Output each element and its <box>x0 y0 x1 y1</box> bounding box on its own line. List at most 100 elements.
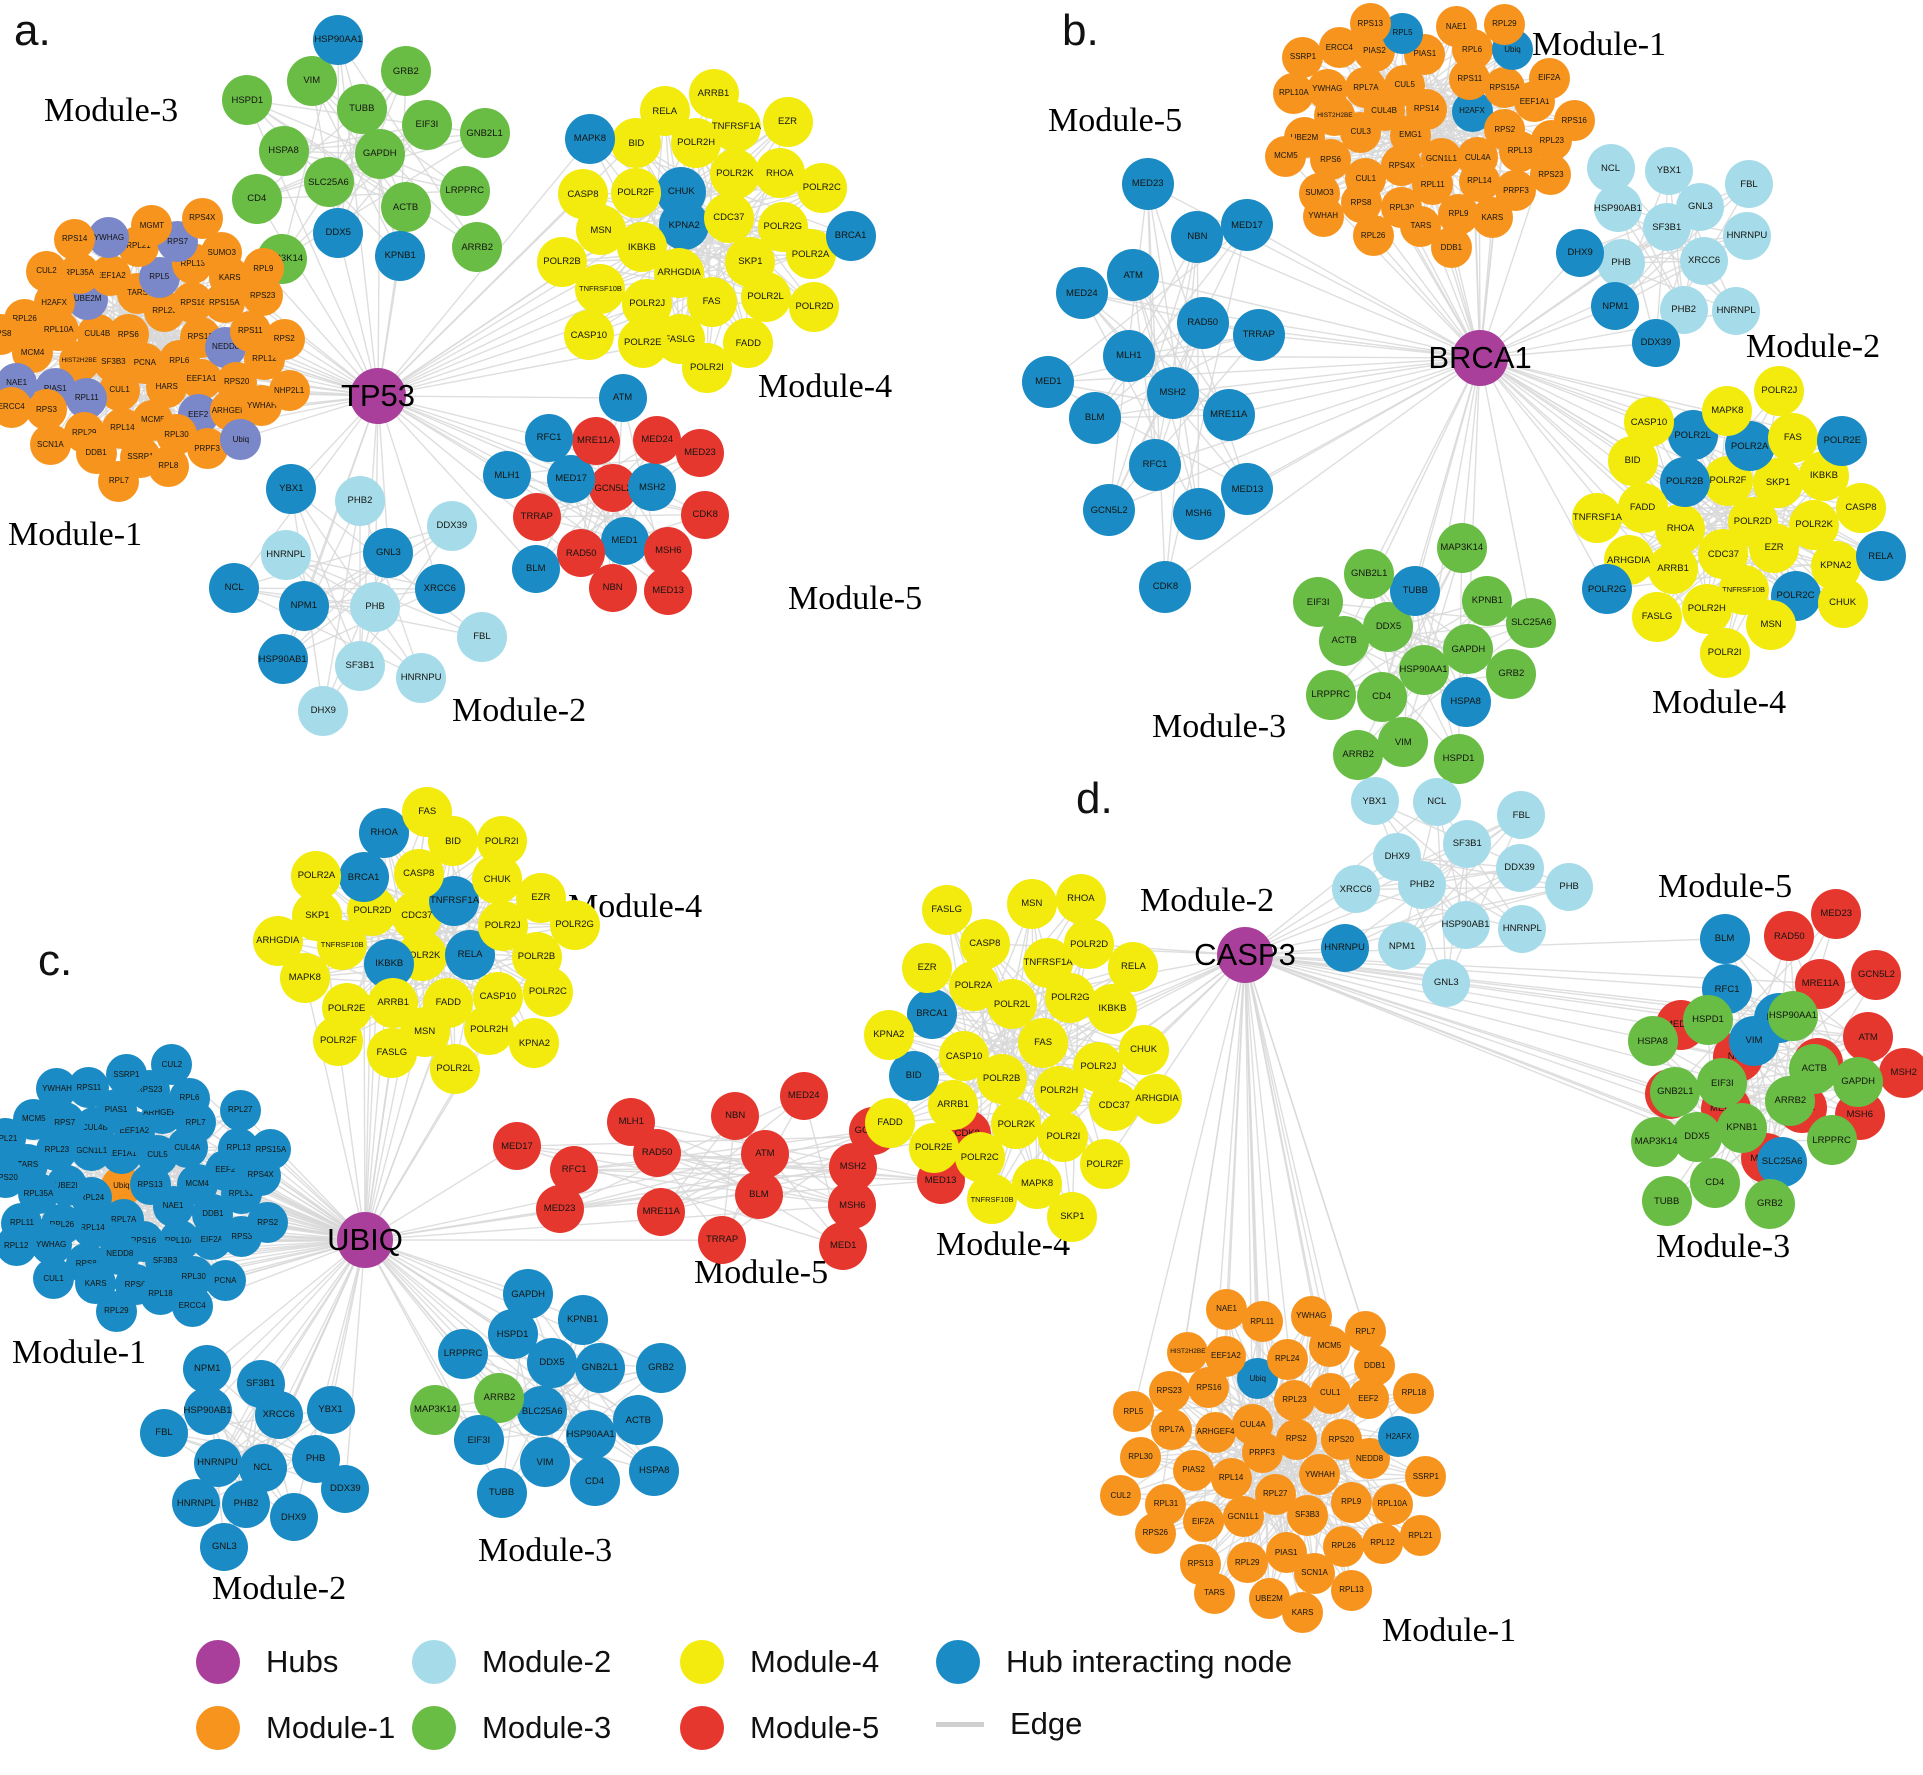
node-IKBKB: IKBKB <box>1087 983 1138 1034</box>
node-RELA: RELA <box>639 86 690 137</box>
node-HNRNPU: HNRNPU <box>1320 923 1369 972</box>
node-HSP90AB1: HSP90AB1 <box>184 1386 232 1435</box>
node-MED1: MED1 <box>819 1222 868 1271</box>
node-FASLG: FASLG <box>921 885 972 936</box>
node-FADD: FADD <box>1617 483 1668 534</box>
legend-label: Module-2 <box>482 1644 612 1679</box>
node-POLR2F: POLR2F <box>1079 1139 1130 1190</box>
node-GNL3: GNL3 <box>1422 958 1471 1007</box>
node-RFC1: RFC1 <box>525 414 574 463</box>
legend-label: Module-4 <box>750 1644 880 1679</box>
node-RPL24: RPL24 <box>1266 1338 1308 1380</box>
node-NPM1: NPM1 <box>183 1344 232 1393</box>
node-LRPPRC: LRPPRC <box>439 165 490 216</box>
node-ATM: ATM <box>740 1129 789 1178</box>
node-RPL12: RPL12 <box>0 1225 37 1267</box>
node-MSN: MSN <box>1006 879 1057 930</box>
node-POLR2F: POLR2F <box>610 167 661 218</box>
node-RPL21: RPL21 <box>1399 1515 1441 1557</box>
node-GRB2: GRB2 <box>380 46 431 97</box>
module-label: Module-1 <box>1382 1612 1517 1649</box>
node-YWHAG: YWHAG <box>88 217 130 259</box>
node-RPS16: RPS16 <box>1553 100 1595 142</box>
node-EZR: EZR <box>902 943 953 994</box>
node-SCN1A: SCN1A <box>1293 1552 1335 1594</box>
node-SSRP1: SSRP1 <box>1405 1456 1447 1498</box>
node-MAP3K14: MAP3K14 <box>1631 1116 1682 1167</box>
node-MAP3K14: MAP3K14 <box>410 1384 461 1435</box>
node-RPL14: RPL14 <box>1210 1457 1252 1499</box>
node-HSP90AB1: HSP90AB1 <box>1594 184 1642 233</box>
node-GNB2L1: GNB2L1 <box>1650 1067 1701 1118</box>
node-RPL18: RPL18 <box>1393 1372 1435 1414</box>
node-RPS23: RPS23 <box>1148 1370 1190 1412</box>
node-HNRNPU: HNRNPU <box>396 653 447 704</box>
node-RPS2: RPS2 <box>1275 1418 1317 1460</box>
node-CASP8: CASP8 <box>1835 482 1886 533</box>
node-POLR2E: POLR2E <box>1817 415 1868 466</box>
node-RPS23: RPS23 <box>1530 154 1572 196</box>
node-CUL2: CUL2 <box>25 250 67 292</box>
node-HSP90AA1: HSP90AA1 <box>1767 990 1818 1041</box>
node-POLR2C: POLR2C <box>954 1132 1005 1183</box>
node-HIST2H2BE: HIST2H2BE <box>1167 1331 1209 1373</box>
node-RPS15A: RPS15A <box>250 1129 292 1171</box>
node-MCM5: MCM5 <box>1265 135 1307 177</box>
node-SF3B1: SF3B1 <box>236 1359 285 1408</box>
node-GAPDH: GAPDH <box>354 129 405 179</box>
node-XRCC6: XRCC6 <box>414 563 465 614</box>
node-FBL: FBL <box>139 1408 188 1457</box>
node-DDX39: DDX39 <box>1631 319 1680 368</box>
legend-label: Edge <box>1010 1706 1083 1741</box>
node-CUL2: CUL2 <box>1100 1475 1142 1517</box>
node-NPM1: NPM1 <box>1591 282 1640 331</box>
hub-node-UBIQ <box>337 1212 393 1268</box>
node-POLR2I: POLR2I <box>476 816 527 867</box>
node-POLR2G: POLR2G <box>549 900 600 951</box>
node-MRE11A: MRE11A <box>571 417 620 466</box>
node-RPL8: RPL8 <box>147 445 189 487</box>
node-FAS: FAS <box>1018 1018 1069 1069</box>
legend-label: Module-1 <box>266 1710 396 1745</box>
node-RPS14: RPS14 <box>54 218 96 260</box>
node-RPL6: RPL6 <box>168 1077 210 1119</box>
node-NPM1: NPM1 <box>278 580 329 631</box>
node-NCL: NCL <box>209 563 260 614</box>
node-CASP10: CASP10 <box>939 1031 990 1082</box>
module-label: Module-4 <box>936 1226 1071 1263</box>
node-DHX9: DHX9 <box>269 1493 318 1542</box>
node-CD4: CD4 <box>231 173 282 224</box>
node-TRRAP: TRRAP <box>1232 308 1285 361</box>
node-RPS13: RPS13 <box>1349 3 1391 45</box>
node-DHX9: DHX9 <box>298 686 349 737</box>
node-NCL: NCL <box>1412 777 1461 826</box>
node-LRPPRC: LRPPRC <box>1806 1115 1857 1166</box>
legend-item-module-2: Module-2 <box>412 1640 611 1684</box>
node-Ubiq: Ubiq <box>220 419 262 461</box>
node-HNRNPL: HNRNPL <box>172 1479 221 1528</box>
node-SF3B1: SF3B1 <box>1443 820 1492 869</box>
node-CHUK: CHUK <box>1118 1025 1169 1076</box>
node-DDB1: DDB1 <box>1354 1345 1396 1387</box>
node-FASLG: FASLG <box>366 1027 417 1078</box>
node-POLR2K: POLR2K <box>709 149 760 200</box>
node-SKP1: SKP1 <box>1047 1192 1098 1243</box>
node-HNRNPU: HNRNPU <box>193 1439 242 1488</box>
node-DDB1: DDB1 <box>1430 227 1472 269</box>
node-HNRNPL: HNRNPL <box>1712 287 1761 336</box>
node-ARRB1: ARRB1 <box>928 1079 979 1130</box>
node-DHX9: DHX9 <box>1373 832 1422 881</box>
node-ERCC4: ERCC4 <box>1318 27 1360 69</box>
node-BLM: BLM <box>1068 391 1121 444</box>
node-POLR2J: POLR2J <box>1754 365 1805 416</box>
node-FBL: FBL <box>1497 791 1546 840</box>
node-RPL23: RPL23 <box>1273 1379 1315 1421</box>
node-RPS2: RPS2 <box>263 318 305 360</box>
node-YBX1: YBX1 <box>306 1385 355 1434</box>
node-HSP90AB1: HSP90AB1 <box>1441 900 1490 949</box>
node-HNRNPU: HNRNPU <box>1722 211 1771 260</box>
panel-letter-a: a. <box>14 6 51 55</box>
node-RPL18: RPL18 <box>140 1273 181 1315</box>
node-NBN: NBN <box>1171 210 1224 263</box>
